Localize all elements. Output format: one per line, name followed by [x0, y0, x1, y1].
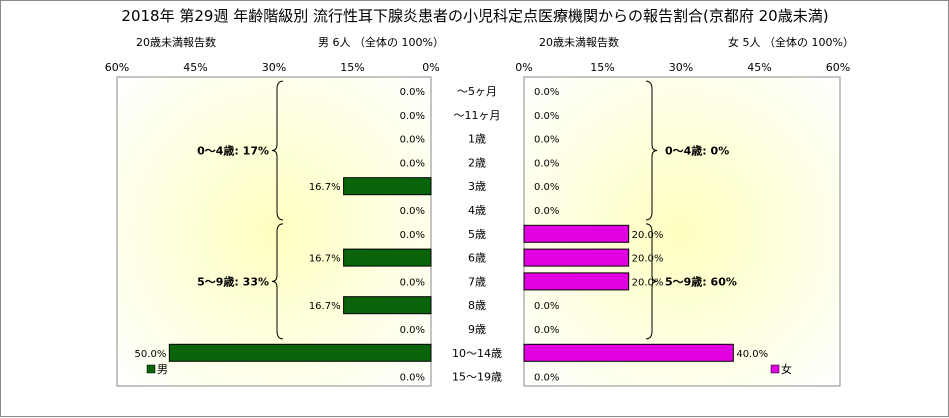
category-label: 3歳	[468, 180, 486, 193]
male-value-label: 16.7%	[309, 254, 341, 265]
right-axis-tick-label: 0%	[515, 61, 532, 74]
left-plot-area	[116, 76, 432, 387]
female-value-label: 0.0%	[534, 301, 559, 312]
left-age-group-bracket	[271, 80, 284, 221]
female-bar	[523, 343, 734, 362]
male-bar	[168, 343, 432, 362]
female-value-label: 0.0%	[534, 325, 559, 336]
right-axis-tick-label: 45%	[747, 61, 771, 74]
category-label: ～11ヶ月	[454, 109, 501, 122]
right-axis-tick-label: 15%	[590, 61, 614, 74]
male-value-label: 0.0%	[400, 277, 425, 288]
male-value-label: 16.7%	[309, 182, 341, 193]
male-value-label: 0.0%	[400, 325, 425, 336]
category-label: 15～19歳	[452, 371, 502, 384]
female-bar	[523, 224, 630, 243]
male-value-label: 50.0%	[135, 349, 167, 360]
category-label: 1歳	[468, 133, 486, 146]
female-value-label: 0.0%	[534, 373, 559, 384]
female-bar	[523, 248, 630, 267]
right-age-group-label: 5～9歳: 60%	[665, 274, 737, 288]
left-subtitle-total: 男 6人 （全体の 100%）	[318, 35, 444, 49]
female-bar	[523, 272, 630, 291]
left-axis-tick-label: 15%	[340, 61, 364, 74]
left-axis-tick-label: 60%	[105, 61, 129, 74]
female-value-label: 0.0%	[534, 87, 559, 98]
category-label: 4歳	[468, 204, 486, 217]
male-value-label: 16.7%	[309, 301, 341, 312]
right-age-group-bracket	[645, 80, 658, 221]
right-legend-swatch	[770, 364, 780, 374]
female-value-label: 40.0%	[736, 349, 768, 360]
category-label: 5歳	[468, 228, 486, 241]
male-value-label: 0.0%	[400, 158, 425, 169]
category-label: 8歳	[468, 299, 486, 312]
female-value-label: 0.0%	[534, 111, 559, 122]
male-value-label: 0.0%	[400, 135, 425, 146]
male-value-label: 0.0%	[400, 87, 425, 98]
female-value-label: 0.0%	[534, 206, 559, 217]
left-axis-tick-label: 30%	[262, 61, 286, 74]
right-axis-tick-label: 60%	[826, 61, 850, 74]
left-legend-swatch	[146, 364, 156, 374]
female-value-label: 0.0%	[534, 158, 559, 169]
left-age-group-bracket	[271, 223, 284, 340]
left-age-group-label: 0～4歳: 17%	[197, 144, 269, 158]
category-label: 7歳	[468, 275, 486, 288]
right-age-group-bracket	[645, 223, 658, 340]
right-subtitle-total: 女 5人 （全体の 100%）	[728, 35, 854, 49]
right-age-group-label: 0～4歳: 0%	[665, 144, 729, 158]
female-value-label: 0.0%	[534, 182, 559, 193]
male-bar	[343, 296, 432, 315]
female-value-label: 20.0%	[632, 277, 664, 288]
left-age-group-label: 5～9歳: 33%	[197, 274, 269, 288]
right-subtitle-count: 20歳未満報告数	[539, 36, 619, 49]
male-value-label: 0.0%	[400, 206, 425, 217]
female-value-label: 0.0%	[534, 135, 559, 146]
chart-title: 2018年 第29週 年齢階級別 流行性耳下腺炎患者の小児科定点医療機関からの報…	[121, 7, 828, 25]
right-axis-tick-label: 30%	[669, 61, 693, 74]
right-legend-label: 女	[781, 362, 792, 376]
male-value-label: 0.0%	[400, 111, 425, 122]
category-label: 6歳	[468, 252, 486, 265]
male-bar	[343, 177, 432, 196]
left-axis-tick-label: 45%	[183, 61, 207, 74]
category-label: 2歳	[468, 156, 486, 169]
left-subtitle-count: 20歳未満報告数	[136, 36, 216, 49]
category-label: 9歳	[468, 323, 486, 336]
female-value-label: 20.0%	[632, 254, 664, 265]
male-value-label: 0.0%	[400, 373, 425, 384]
left-axis-tick-label: 0%	[422, 61, 439, 74]
male-value-label: 0.0%	[400, 230, 425, 241]
female-value-label: 20.0%	[632, 230, 664, 241]
left-legend-label: 男	[157, 363, 168, 376]
male-bar	[343, 248, 432, 267]
category-label: 10～14歳	[452, 347, 502, 360]
category-label: ～5ヶ月	[457, 85, 497, 98]
